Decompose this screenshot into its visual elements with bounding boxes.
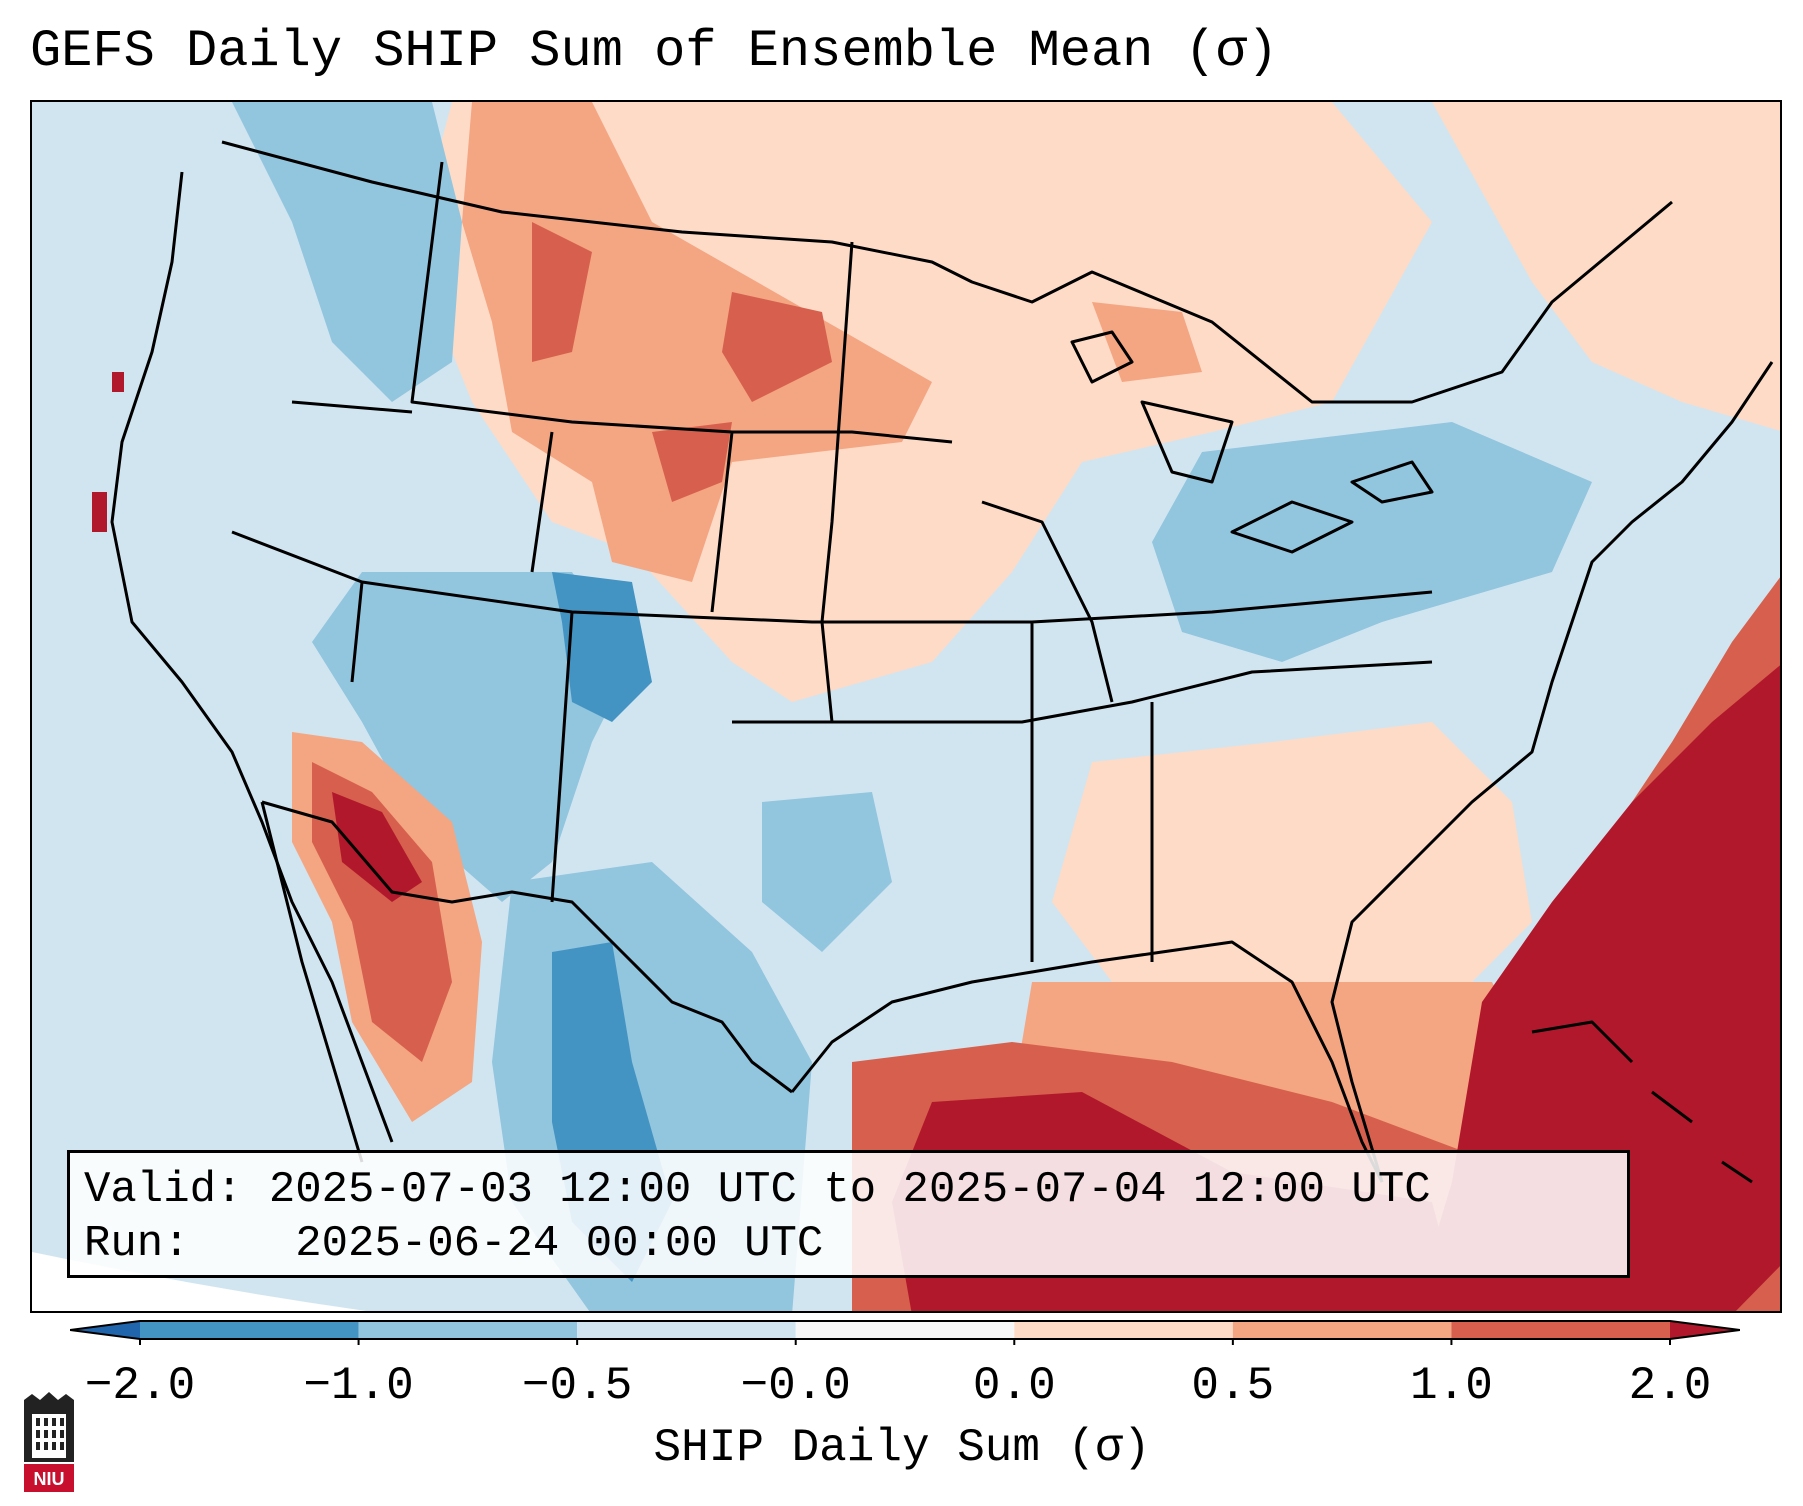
boundary-lines bbox=[110, 140, 1774, 1184]
caribbean-islands bbox=[1531, 1020, 1753, 1184]
atlantic-coast bbox=[1330, 361, 1774, 1183]
colorbar-bin bbox=[1670, 1321, 1740, 1339]
colorbar-bin bbox=[140, 1321, 359, 1339]
anomaly-region-southeast bbox=[1052, 722, 1532, 1002]
valid-label: Valid: bbox=[84, 1165, 243, 1215]
run-value: 2025-06-24 00:00 UTC bbox=[295, 1219, 824, 1269]
anomaly-region-california-coast bbox=[92, 372, 124, 532]
colorbar-label: SHIP Daily Sum (σ) bbox=[653, 1422, 1151, 1474]
anomaly-region-texas bbox=[762, 792, 892, 952]
colorbar-bin bbox=[70, 1321, 140, 1339]
niu-logo: NIU bbox=[24, 1392, 74, 1492]
colorbar-tick-label: −0.5 bbox=[521, 1360, 633, 1412]
colorbar-tick-label: 2.0 bbox=[1628, 1360, 1712, 1412]
colorbar-bin bbox=[358, 1321, 578, 1339]
colorbar-tick-label: 1.0 bbox=[1410, 1360, 1493, 1412]
map-domain-edge bbox=[32, 1252, 367, 1311]
colorbar-bin bbox=[1232, 1321, 1452, 1339]
colorbar-bin bbox=[1014, 1321, 1233, 1339]
great-lakes bbox=[1070, 330, 1434, 554]
map-canvas bbox=[32, 102, 1780, 1311]
anomaly-region-northeast-canada bbox=[1432, 102, 1780, 431]
anomaly-region-colorado-core bbox=[552, 572, 652, 722]
anomaly-region-atlantic-core bbox=[1413, 665, 1780, 1311]
run-label: Run: bbox=[84, 1219, 190, 1269]
colorbar-bin bbox=[1451, 1321, 1670, 1339]
anomaly-region-rockies bbox=[312, 572, 632, 902]
us-mexico-border bbox=[261, 800, 793, 1094]
us-canada-border bbox=[221, 140, 1673, 404]
anomaly-region-ohio-valley bbox=[1152, 422, 1592, 662]
valid-value: 2025-07-03 12:00 UTC to 2025-07-04 12:00… bbox=[268, 1165, 1431, 1215]
state-lines bbox=[231, 161, 1433, 962]
colorbar bbox=[70, 1320, 1740, 1345]
colorbar-tick-label: 0.5 bbox=[1191, 1360, 1275, 1412]
colorbar-tick-label: −1.0 bbox=[303, 1360, 414, 1412]
colorbar-tick-label: 0.0 bbox=[972, 1360, 1056, 1412]
west-coast bbox=[110, 171, 394, 1143]
colorbar-bin bbox=[577, 1321, 796, 1339]
logo-text: NIU bbox=[34, 1469, 65, 1489]
colorbar-tick-label: −0.0 bbox=[740, 1360, 851, 1412]
anomaly-region-colorado-river bbox=[332, 792, 422, 902]
gulf-coast bbox=[790, 940, 1384, 1183]
baja-peninsula bbox=[260, 801, 364, 1163]
anomaly-region-dakota-core bbox=[532, 222, 832, 502]
valid-info-box: Valid: 2025-07-03 12:00 UTC to 2025-07-0… bbox=[67, 1150, 1630, 1278]
colorbar-bin bbox=[795, 1321, 1015, 1339]
map-panel bbox=[30, 100, 1782, 1313]
map-title: GEFS Daily SHIP Sum of Ensemble Mean (σ) bbox=[30, 22, 1279, 81]
anomaly-region-northwest bbox=[232, 102, 462, 402]
colorbar-tick-label: −2.0 bbox=[84, 1360, 196, 1412]
anomaly-region-great-lakes-core bbox=[1092, 302, 1202, 382]
